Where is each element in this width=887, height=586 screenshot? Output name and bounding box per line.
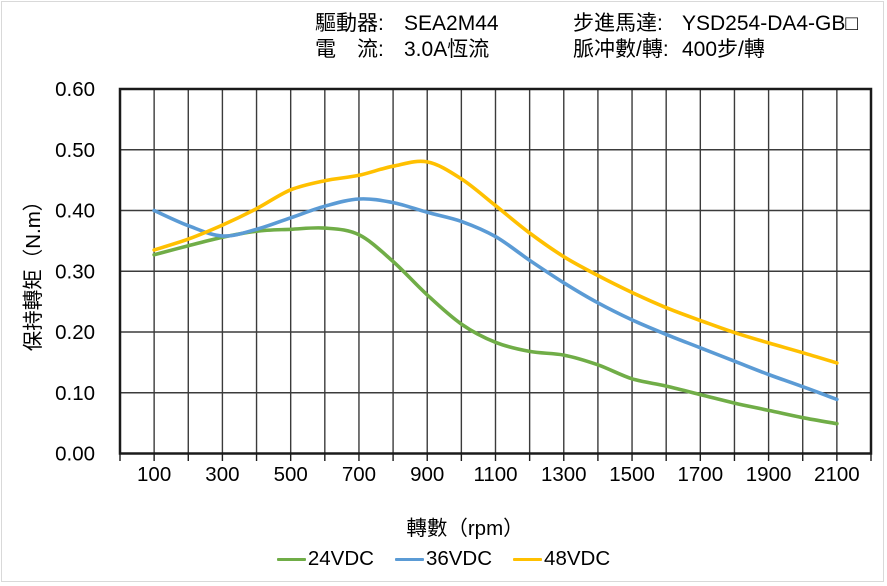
plot-frame	[118, 87, 873, 455]
x-tick-label: 500	[274, 463, 308, 486]
x-tick-label: 900	[410, 463, 444, 486]
x-axis-title: 轉數（rpm）	[406, 517, 524, 540]
legend-item-48vdc: 48VDC	[513, 547, 610, 571]
x-tick-label: 2100	[814, 463, 860, 486]
legend-item-24vdc: 24VDC	[276, 547, 374, 571]
series-line-36vdc	[152, 197, 839, 402]
legend-item-36vdc: 36VDC	[394, 547, 493, 571]
current-row: 電 流: 3.0A恆流	[315, 37, 499, 63]
y-tick-label: 0.50	[55, 139, 95, 162]
y-tick-label: 0.40	[55, 200, 95, 223]
x-tick-label: 100	[137, 463, 171, 486]
driver-value: SEA2M44	[404, 12, 499, 35]
header-right-block: 步進馬達: YSD254-DA4-GB□ 脈冲數/轉: 400步/轉	[573, 11, 858, 63]
y-tick-label: 0.30	[55, 260, 95, 283]
legend-label-36vdc: 36VDC	[425, 547, 493, 570]
current-value: 3.0A恆流	[404, 38, 490, 61]
motor-value: YSD254-DA4-GB□	[682, 12, 859, 35]
series-line-24vdc	[152, 226, 839, 426]
x-tick-label: 1700	[678, 463, 724, 486]
y-tick-label: 0.10	[55, 382, 95, 405]
x-tick-label: 1900	[746, 463, 792, 486]
y-tick-label: 0.20	[55, 321, 95, 344]
x-tick-label: 1500	[609, 463, 655, 486]
legend-label-48vdc: 48VDC	[544, 547, 611, 570]
current-label: 電 流:	[315, 38, 384, 61]
header-left-block: 驅動器: SEA2M44 電 流: 3.0A恆流	[315, 11, 499, 63]
motor-row: 步進馬達: YSD254-DA4-GB□	[573, 11, 858, 37]
motor-label: 步進馬達:	[573, 12, 663, 35]
pulses-value: 400步/轉	[682, 38, 765, 61]
driver-row: 驅動器: SEA2M44	[315, 11, 499, 37]
legend-swatch-48vdc-icon	[513, 557, 543, 561]
y-tick-label: 0.60	[55, 78, 95, 101]
x-tick-label: 1300	[541, 463, 587, 486]
series-line-48vdc	[152, 159, 839, 365]
y-tick-label: 0.00	[55, 443, 95, 466]
y-axis-title: 保持轉矩（N.m）	[22, 190, 45, 352]
legend-swatch-24vdc-icon	[276, 557, 306, 561]
driver-label: 驅動器:	[315, 12, 384, 35]
x-tick-label: 300	[205, 463, 239, 486]
legend-swatch-36vdc-icon	[394, 557, 424, 561]
legend-label-24vdc: 24VDC	[307, 547, 374, 570]
legend: 24VDC 36VDC 48VDC	[0, 547, 887, 571]
x-tick-label: 700	[342, 463, 376, 486]
x-tick-label: 1100	[473, 463, 517, 486]
pulses-row: 脈冲數/轉: 400步/轉	[573, 37, 858, 63]
pulses-label: 脈冲數/轉:	[573, 38, 669, 61]
